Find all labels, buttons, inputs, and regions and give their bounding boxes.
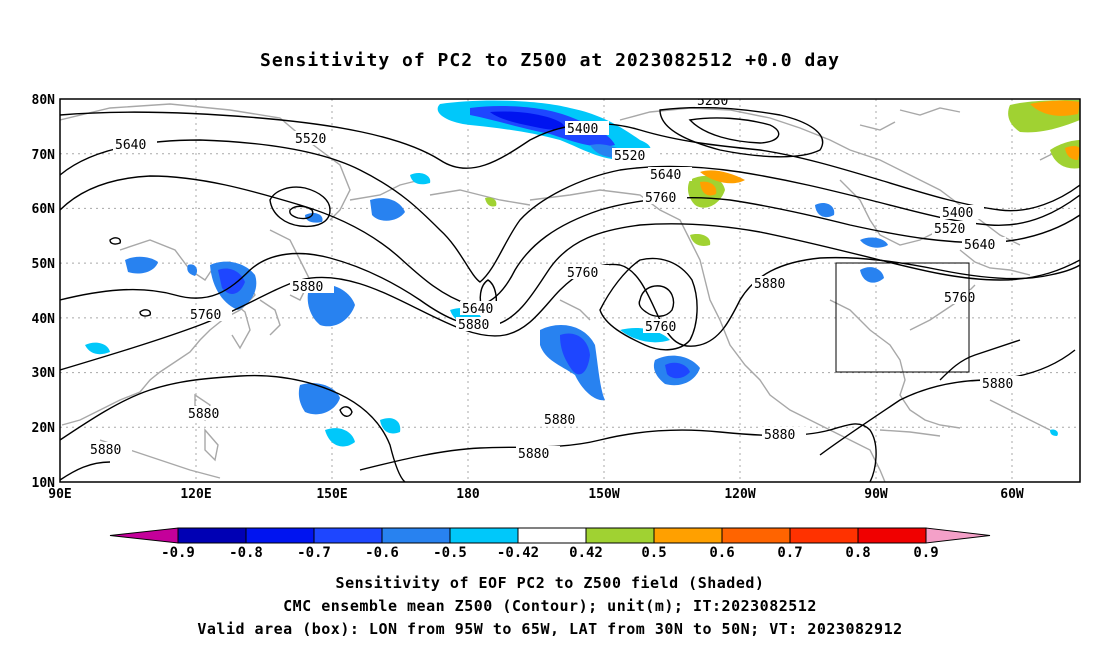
contour-label: 5760 xyxy=(645,320,676,335)
colorbar-tick-label: -0.5 xyxy=(433,545,467,561)
contour-label: 5520 xyxy=(614,149,645,164)
lon-label: 120E xyxy=(180,487,211,502)
colorbar-tick-labels: -0.9 -0.8 -0.7 -0.6 -0.5 -0.42 0.42 0.5 0.6 0.7 0.… xyxy=(161,545,939,561)
caption-contour: CMC ensemble mean Z500 (Contour); unit(m… xyxy=(283,597,817,615)
contour-label: 5520 xyxy=(934,222,965,237)
contour-labels: 5280 5400 5520 5640 5760 5880 5400 5520 … xyxy=(88,94,1024,462)
lon-label: 150W xyxy=(588,487,619,502)
contour-label: 5880 xyxy=(90,443,121,458)
lon-label: 150E xyxy=(316,487,347,502)
colorbar-tick-label: 0.7 xyxy=(777,545,802,561)
lat-label: 50N xyxy=(32,257,56,272)
lat-label: 60N xyxy=(32,202,56,217)
colorbar-tick-label: 0.9 xyxy=(913,545,938,561)
contour-label: 5520 xyxy=(295,132,326,147)
colorbar-swatch xyxy=(245,527,315,544)
colorbar-tick-label: -0.7 xyxy=(297,545,331,561)
caption-shading: Sensitivity of EOF PC2 to Z500 field (Sh… xyxy=(335,574,765,592)
colorbar-tick-label: -0.8 xyxy=(229,545,263,561)
contour-label: 5880 xyxy=(518,447,549,462)
contour-label: 5880 xyxy=(292,280,323,295)
contour-label: 5760 xyxy=(645,191,676,206)
colorbar-swatch xyxy=(653,527,723,544)
contour-label: 5400 xyxy=(567,122,598,137)
contour-label: 5640 xyxy=(115,138,146,153)
contour-label: 5640 xyxy=(650,168,681,183)
contour-label: 5880 xyxy=(764,428,795,443)
lat-label: 80N xyxy=(32,93,56,108)
lat-label: 10N xyxy=(32,476,56,491)
contour-label: 5760 xyxy=(190,308,221,323)
colorbar-upper-extension xyxy=(925,527,991,544)
colorbar-swatch xyxy=(857,527,927,544)
colorbar-swatch xyxy=(789,527,859,544)
lon-label: 90W xyxy=(864,487,888,502)
contour-label: 5880 xyxy=(982,377,1013,392)
colorbar-tick-label: -0.6 xyxy=(365,545,399,561)
contour-label: 5880 xyxy=(458,318,489,333)
contour-label: 5880 xyxy=(754,277,785,292)
colorbar-tick-label: -0.9 xyxy=(161,545,195,561)
caption-valid-area: Valid area (box): LON from 95W to 65W, L… xyxy=(197,620,903,638)
plot-frame xyxy=(59,98,1081,483)
height-contours xyxy=(60,106,1080,482)
contour-label: 5280 xyxy=(697,94,728,109)
colorbar-tick-label: 0.42 xyxy=(569,545,603,561)
colorbar-swatch xyxy=(177,527,247,544)
lat-label: 20N xyxy=(32,421,56,436)
longitude-labels: 90E 120E 150E 180 150W 120W 90W 60W xyxy=(48,487,1024,502)
contour-label: 5880 xyxy=(188,407,219,422)
contour-label: 5760 xyxy=(567,266,598,281)
contour-label: 5640 xyxy=(964,238,995,253)
colorbar-swatch xyxy=(313,527,383,544)
lat-label: 40N xyxy=(32,312,56,327)
colorbar-tick-label: 0.5 xyxy=(641,545,666,561)
colorbar-swatch xyxy=(585,527,655,544)
contour-label: 5640 xyxy=(462,302,493,317)
lat-label: 30N xyxy=(32,366,56,381)
lon-label: 90E xyxy=(48,487,71,502)
lon-label: 60W xyxy=(1000,487,1024,502)
colorbar xyxy=(109,527,991,544)
colorbar-swatch xyxy=(517,527,587,544)
colorbar-tick-label: -0.42 xyxy=(497,545,539,561)
colorbar-swatch xyxy=(381,527,451,544)
latitude-labels: 80N 70N 60N 50N 40N 30N 20N 10N xyxy=(32,93,56,491)
colorbar-swatch xyxy=(721,527,791,544)
contour-label: 5760 xyxy=(944,291,975,306)
colorbar-tick-label: 0.6 xyxy=(709,545,734,561)
lon-label: 180 xyxy=(456,487,480,502)
valid-area-box xyxy=(835,262,970,373)
lat-label: 70N xyxy=(32,148,56,163)
colorbar-lower-extension xyxy=(109,527,179,544)
plot-title: Sensitivity of PC2 to Z500 at 2023082512… xyxy=(259,50,840,71)
colorbar-tick-label: 0.8 xyxy=(845,545,870,561)
colorbar-swatch xyxy=(449,527,519,544)
contour-label: 5880 xyxy=(544,413,575,428)
lon-label: 120W xyxy=(724,487,755,502)
contour-label: 5400 xyxy=(942,206,973,221)
